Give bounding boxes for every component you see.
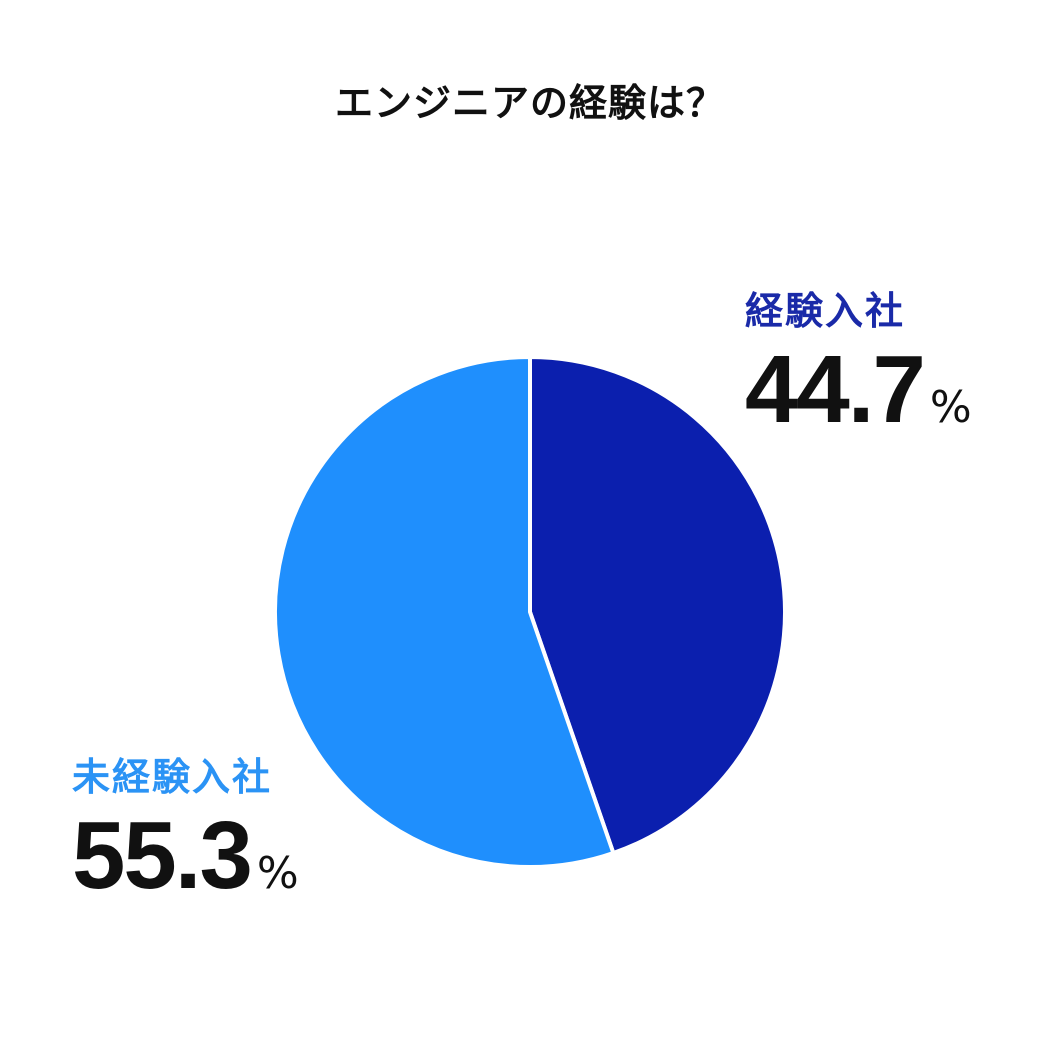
slice-unit-experienced: % [929,382,972,433]
chart-title: エンジニアの経験は？ [334,81,725,125]
pie-slice-0 [528,355,787,855]
pie-slices [273,355,787,869]
label-inexperienced: 未経験入社 55.3% [72,758,299,904]
pie-slice-1 [273,355,616,869]
slice-value-experienced: 44.7 [745,336,926,443]
slice-unit-inexperienced: % [256,848,299,899]
slice-value-inexperienced: 55.3 [72,802,253,909]
slice-label-experienced: 経験入社 [745,289,906,333]
label-experienced: 経験入社 44.7% [745,292,972,438]
slice-label-inexperienced: 未経験入社 [72,755,273,799]
